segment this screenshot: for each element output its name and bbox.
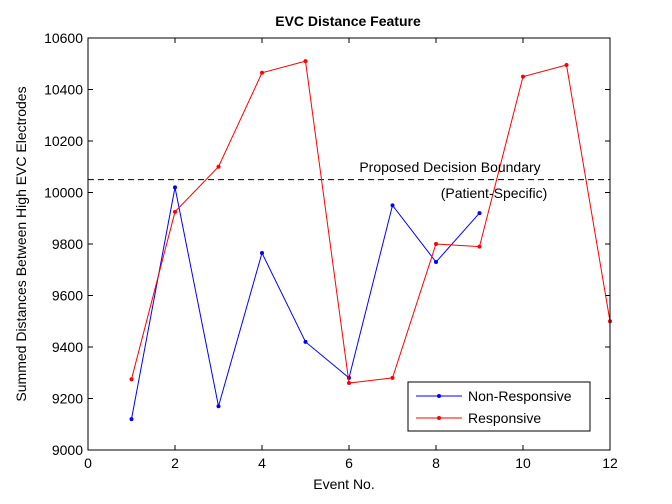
data-point-responsive — [173, 209, 177, 214]
decision-boundary-sublabel: (Patient-Specific) — [441, 185, 548, 201]
y-tick-label: 9800 — [52, 236, 83, 252]
legend-label-non-responsive: Non-Responsive — [468, 388, 572, 404]
data-point-responsive — [390, 375, 395, 380]
y-axis-label: Summed Distances Between High EVC Electr… — [13, 86, 29, 401]
data-point-responsive — [564, 63, 569, 68]
legend-box — [407, 381, 591, 432]
x-axis-label: Event No. — [313, 476, 374, 492]
y-tick-label: 10200 — [44, 133, 83, 149]
x-tick-label: 0 — [84, 455, 92, 471]
legend: Non-Responsive Responsive — [407, 381, 591, 432]
y-tick-label: 9000 — [52, 442, 83, 458]
plot-frame — [87, 37, 611, 451]
data-point-non-responsive — [303, 339, 308, 344]
x-tick-label: 12 — [602, 455, 618, 471]
series-line-responsive — [131, 60, 611, 384]
legend-marker-responsive — [437, 416, 441, 420]
data-point-responsive — [129, 377, 134, 382]
x-tick-label: 10 — [515, 455, 531, 471]
data-point-non-responsive — [260, 251, 264, 256]
y-tick-label: 10600 — [44, 30, 83, 46]
data-point-non-responsive — [173, 185, 177, 190]
x-tick-label: 8 — [432, 455, 440, 471]
legend-label-responsive: Responsive — [468, 410, 541, 426]
data-point-non-responsive — [477, 211, 482, 216]
data-point-responsive — [260, 70, 264, 75]
x-tick-label: 4 — [258, 455, 266, 471]
y-tick-label: 10000 — [44, 185, 83, 201]
legend-marker-non-responsive — [437, 394, 441, 398]
data-point-responsive — [216, 164, 221, 169]
data-point-responsive — [303, 59, 308, 64]
x-tick-label: 2 — [171, 455, 179, 471]
y-tick-label: 9200 — [52, 391, 83, 407]
data-point-non-responsive — [216, 404, 221, 409]
decision-boundary-label: Proposed Decision Boundary — [359, 159, 540, 175]
data-point-responsive — [477, 244, 482, 249]
data-point-responsive — [521, 74, 525, 79]
data-point-non-responsive — [347, 375, 351, 380]
series-group — [129, 59, 612, 422]
data-point-responsive — [347, 381, 351, 386]
x-tick-label: 6 — [345, 455, 353, 471]
data-point-non-responsive — [434, 260, 438, 265]
data-point-non-responsive — [129, 417, 134, 422]
chart-title: EVC Distance Feature — [275, 13, 421, 29]
y-tick-label: 9400 — [52, 339, 83, 355]
y-tick-label: 10400 — [44, 82, 83, 98]
data-point-non-responsive — [390, 203, 395, 208]
data-point-responsive — [434, 242, 438, 246]
y-tick-label: 9600 — [52, 288, 83, 304]
